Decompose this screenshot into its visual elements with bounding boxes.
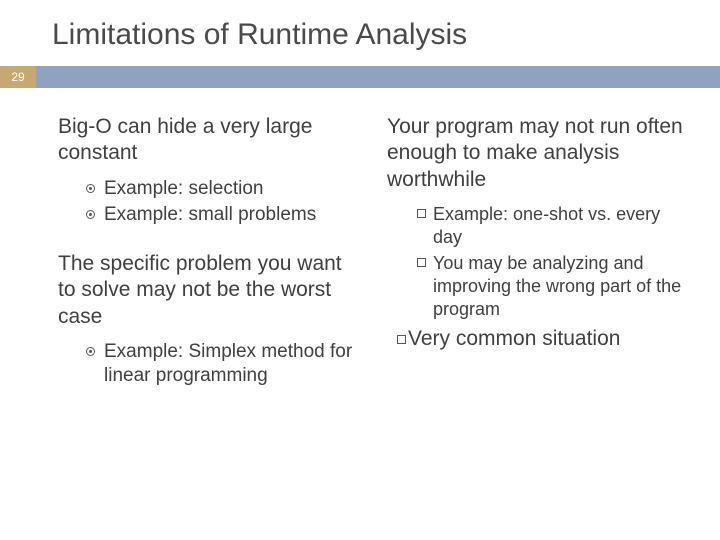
ring-bullet-icon <box>86 184 95 193</box>
ring-bullet-icon <box>86 347 95 356</box>
square-bullet-icon <box>417 209 426 218</box>
page-number-box: 29 <box>0 66 36 88</box>
square-bullet-icon <box>417 258 426 267</box>
accent-bar <box>36 66 720 88</box>
left-sub-3-text: Example: Simplex method for linear progr… <box>104 341 352 386</box>
right-lead-2: Very common situation <box>387 326 692 352</box>
right-sub2-2-text: You may be analyzing and improving the w… <box>433 253 681 320</box>
left-sub-2: Example: small problems <box>86 203 363 227</box>
left-sub-1-text: Example: selection <box>104 178 263 199</box>
right-lead-1: Your program may not run often enough to… <box>387 114 692 193</box>
right-sub2-group: Example: one-shot vs. every day You may … <box>387 203 692 322</box>
left-sub-group-2: Example: Simplex method for linear progr… <box>58 340 363 389</box>
left-lead-2: The specific problem you want to solve m… <box>58 251 363 330</box>
accent-row: 29 <box>0 66 720 88</box>
right-lead-2-text: Very common situation <box>408 327 620 350</box>
right-sub2-1: Example: one-shot vs. every day <box>417 203 692 250</box>
right-sub2-2: You may be analyzing and improving the w… <box>417 252 692 322</box>
content-columns: Big-O can hide a very large constant Exa… <box>0 88 720 395</box>
left-sub-3: Example: Simplex method for linear progr… <box>86 340 363 389</box>
left-sub-group-1: Example: selection Example: small proble… <box>58 177 363 228</box>
ring-bullet-icon <box>86 210 95 219</box>
left-lead-1: Big-O can hide a very large constant <box>58 114 363 167</box>
right-column: Your program may not run often enough to… <box>387 114 692 395</box>
square-bullet-icon <box>397 335 406 344</box>
right-sub2-1-text: Example: one-shot vs. every day <box>433 204 660 247</box>
slide: Limitations of Runtime Analysis 29 Big-O… <box>0 0 720 540</box>
left-sub-2-text: Example: small problems <box>104 204 316 225</box>
slide-title: Limitations of Runtime Analysis <box>0 18 720 66</box>
left-sub-1: Example: selection <box>86 177 363 201</box>
left-column: Big-O can hide a very large constant Exa… <box>58 114 363 395</box>
